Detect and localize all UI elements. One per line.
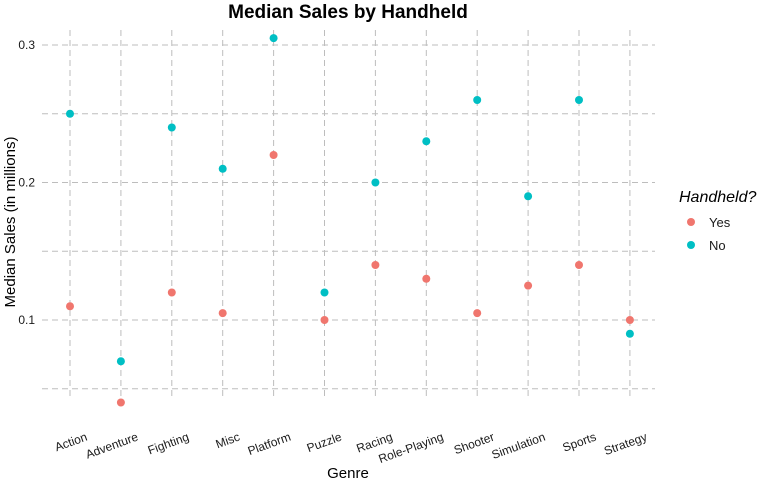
legend: Handheld? Yes No [679,189,757,253]
point-no [218,164,227,173]
point-no [422,137,431,146]
chart-title: Median Sales by Handheld [228,2,468,23]
point-yes [269,151,278,159]
point-yes [66,302,74,311]
x-tick-label: Platform [246,430,293,458]
x-tick-label: Adventure [84,430,140,462]
point-yes [422,274,431,283]
point-no [371,178,380,187]
legend-title: Handheld? [679,189,757,206]
point-yes [473,309,482,318]
point-yes [116,398,125,407]
point-no [625,329,634,338]
x-axis-title: Genre [327,465,369,480]
point-no [269,34,278,43]
x-tick-label: Sports [561,430,598,455]
point-yes [320,316,329,324]
legend-label-yes: Yes [709,215,731,230]
y-axis-title: Median Sales (in millions) [2,137,19,308]
y-axis-ticks: 0.1 0.2 0.3 [18,38,35,327]
point-no [167,123,176,132]
point-yes [218,309,227,318]
point-yes [625,316,634,324]
x-tick-label: Shooter [452,430,496,458]
legend-key-yes [687,218,695,226]
x-tick-label: Simulation [490,430,547,462]
point-no [116,357,125,366]
y-tick-label: 0.2 [18,176,35,190]
point-no [575,96,583,104]
legend-key-no [687,241,695,249]
x-tick-label: Puzzle [305,430,344,456]
x-tick-label: Strategy [602,430,649,458]
legend-label-no: No [709,238,726,253]
point-yes [167,288,176,297]
point-no [320,288,329,297]
point-no [473,96,482,104]
grid-lines [42,30,655,398]
point-no [524,192,533,201]
point-no [66,109,74,118]
x-tick-label: Fighting [146,430,191,458]
data-points [66,34,634,407]
y-tick-label: 0.3 [18,38,35,52]
point-yes [371,261,380,269]
x-tick-label: Misc [214,430,242,452]
point-yes [524,281,533,290]
point-yes [575,261,583,269]
y-tick-label: 0.1 [18,313,35,327]
